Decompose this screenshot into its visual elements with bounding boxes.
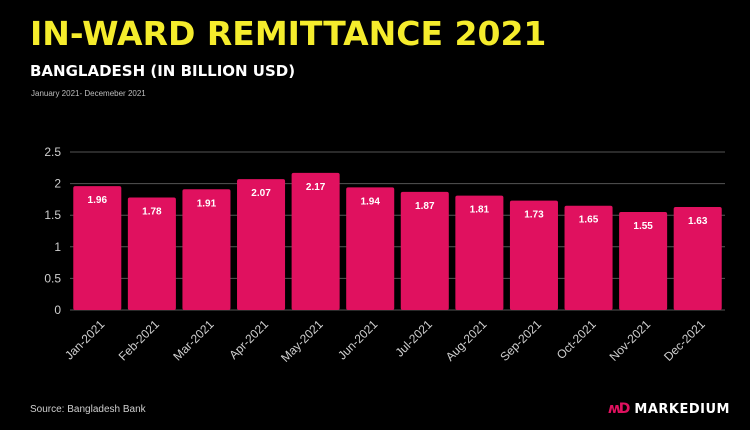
x-tick-label: Mar-2021 xyxy=(170,317,216,363)
y-tick-label: 1 xyxy=(54,240,61,254)
bar-chart: 0 0.5 1 1.5 2 2.5 1.96 Jan-2021 1.78 Feb-2021 1.91… xyxy=(44,145,725,365)
data-label: 1.87 xyxy=(415,201,435,212)
bar xyxy=(455,195,504,310)
x-tick-label: Sep-2021 xyxy=(497,317,544,364)
y-tick-label: 2 xyxy=(54,177,61,191)
chart-title: IN-WARD REMITTANCE 2021 xyxy=(30,14,547,53)
data-label: 1.63 xyxy=(688,216,708,227)
bar xyxy=(400,191,449,310)
data-label: 1.96 xyxy=(88,195,108,206)
data-label: 1.91 xyxy=(197,198,217,209)
data-label: 2.07 xyxy=(251,188,271,199)
x-tick-label: Dec-2021 xyxy=(661,317,708,364)
source-note: Source: Bangladesh Bank xyxy=(30,404,146,415)
bar xyxy=(564,205,613,310)
x-tick-label: Feb-2021 xyxy=(116,317,162,363)
x-tick-label: Apr-2021 xyxy=(226,317,271,362)
x-tick-label: Jan-2021 xyxy=(62,317,108,363)
y-tick-label: 2.5 xyxy=(44,145,61,159)
bar xyxy=(127,197,176,310)
x-tick-label: Nov-2021 xyxy=(607,317,654,364)
y-tick-label: 0 xyxy=(54,303,61,317)
brand-name: MARKEDIUM xyxy=(634,401,730,417)
data-label: 1.81 xyxy=(470,205,490,216)
bar xyxy=(346,187,395,310)
y-tick-label: 1.5 xyxy=(44,208,61,222)
x-tick-label: Oct-2021 xyxy=(554,317,599,362)
x-tick-label: Jun-2021 xyxy=(335,317,381,363)
data-label: 1.55 xyxy=(633,221,653,232)
bar xyxy=(291,172,340,310)
bar xyxy=(237,179,286,310)
bar xyxy=(509,200,558,310)
chart-subtitle: BANGLADESH (IN BILLION USD) xyxy=(30,62,296,80)
data-label: 2.17 xyxy=(306,182,326,193)
data-label: 1.73 xyxy=(524,210,544,221)
x-tick-label: Jul-2021 xyxy=(392,317,435,360)
bar xyxy=(73,186,122,310)
markedium-logo-icon: ʍD xyxy=(607,401,631,417)
brand-logo-group: ʍD MARKEDIUM xyxy=(608,401,730,417)
data-label: 1.78 xyxy=(142,207,162,218)
bar xyxy=(619,212,668,310)
data-label: 1.94 xyxy=(360,196,380,207)
date-range: January 2021- Decemeber 2021 xyxy=(31,89,146,98)
x-tick-label: May-2021 xyxy=(278,317,326,365)
bar xyxy=(182,189,231,310)
bar xyxy=(673,206,722,310)
y-tick-label: 0.5 xyxy=(44,271,61,285)
x-tick-label: Aug-2021 xyxy=(443,317,490,364)
data-label: 1.65 xyxy=(579,215,599,226)
